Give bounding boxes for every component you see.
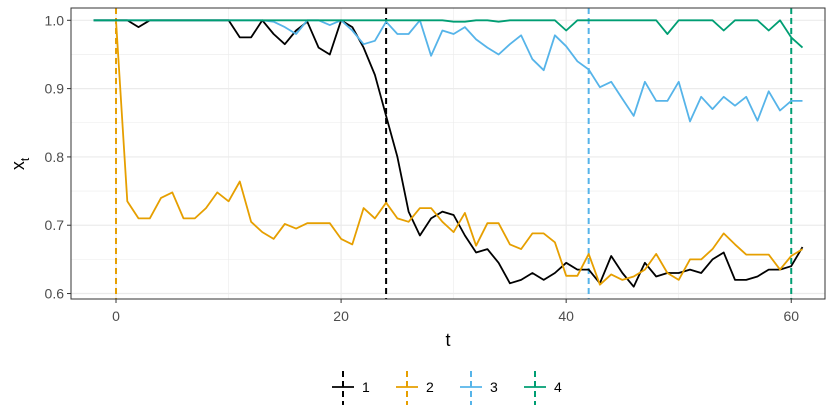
y-tick-label: 1.0 — [45, 12, 65, 28]
y-tick-label: 0.7 — [45, 217, 65, 233]
legend: 1 2 3 4 — [332, 371, 562, 405]
changepoint-lines — [115, 8, 793, 299]
y-tick-label: 0.6 — [45, 286, 65, 302]
grid-major — [71, 8, 825, 299]
x-tick-label: 60 — [783, 308, 799, 324]
legend-label-2: 2 — [426, 379, 434, 395]
x-axis: 0 20 40 60 — [112, 299, 799, 324]
legend-label-3: 3 — [490, 379, 498, 395]
y-axis-title: xt — [8, 157, 32, 170]
x-tick-label: 0 — [112, 308, 120, 324]
y-axis-title-subscript: t — [18, 157, 32, 161]
y-tick-label: 0.9 — [45, 81, 65, 97]
y-axis-title-main: x — [8, 161, 28, 170]
plot-panel — [71, 8, 825, 299]
y-axis-title-group: xt — [8, 157, 32, 170]
x-tick-label: 40 — [558, 308, 574, 324]
x-axis-title: t — [445, 330, 450, 350]
series-line-2 — [115, 20, 803, 286]
legend-label-1: 1 — [362, 379, 370, 395]
legend-label-4: 4 — [554, 379, 562, 395]
y-tick-label: 0.8 — [45, 149, 65, 165]
plot-border — [70, 7, 826, 300]
x-tick-label: 20 — [333, 308, 349, 324]
series-line-4 — [93, 19, 804, 49]
series-lines — [93, 19, 804, 288]
y-axis: 0.6 0.7 0.8 0.9 1.0 — [45, 12, 71, 302]
